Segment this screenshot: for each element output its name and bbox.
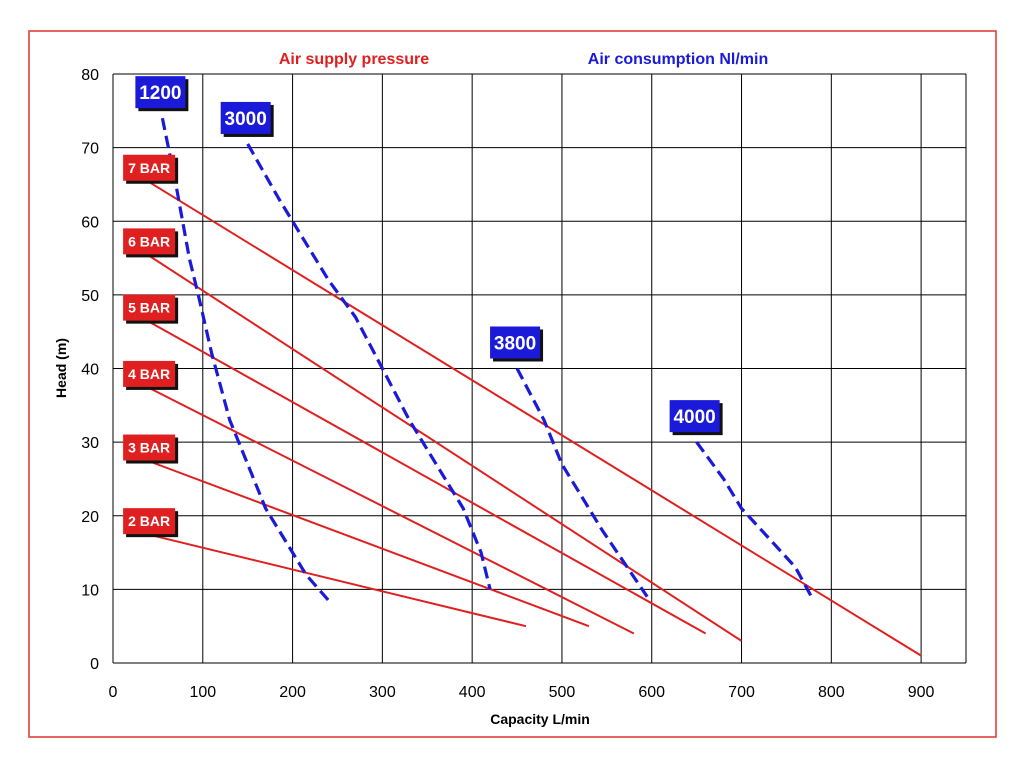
legend-air-supply-pressure: Air supply pressure — [279, 51, 429, 68]
pressure-tag-label: 5 BAR — [128, 300, 170, 316]
consumption-line-3000 — [246, 143, 492, 590]
x-tick-label: 300 — [369, 684, 396, 701]
y-tick-label: 60 — [81, 214, 99, 231]
chart-frame — [28, 30, 997, 738]
pressure-tag-label: 4 BAR — [128, 366, 170, 382]
x-tick-label: 500 — [549, 684, 576, 701]
x-tick-label: 900 — [908, 684, 935, 701]
pressure-line-3-bar — [146, 459, 590, 628]
pressure-tag-7-bar — [123, 154, 176, 181]
consumption-tag-label: 3800 — [494, 334, 536, 355]
x-tick-label: 400 — [459, 684, 486, 701]
consumption-tag-label: 1200 — [139, 83, 181, 104]
pressure-line-6-bar — [146, 253, 743, 642]
x-tick-label: 200 — [279, 684, 306, 701]
pressure-tag-label: 6 BAR — [128, 233, 170, 249]
pressure-tag-2-bar — [123, 508, 176, 535]
pressure-line-4-bar — [146, 386, 635, 635]
x-tick-label: 0 — [109, 684, 118, 701]
consumption-tag-3000 — [220, 101, 271, 134]
x-tick-label: 600 — [638, 684, 665, 701]
y-axis-title: Head (m) — [53, 338, 69, 398]
x-tick-label: 100 — [189, 684, 216, 701]
consumption-tag-1200 — [135, 76, 186, 109]
pressure-tag-label: 7 BAR — [128, 160, 170, 176]
pressure-line-2-bar — [146, 533, 527, 628]
y-tick-label: 20 — [81, 509, 99, 526]
x-tick-label: 700 — [728, 684, 755, 701]
pressure-lines — [146, 179, 922, 657]
series-tags: 2 BAR 3 BAR 4 BAR 5 BAR 6 BAR 7 BAR 1200 3000 38… — [123, 76, 723, 538]
pressure-line-5-bar — [146, 319, 707, 635]
consumption-tag-3800 — [490, 326, 541, 359]
grid — [112, 73, 967, 664]
consumption-tag-label: 4000 — [673, 407, 715, 428]
pressure-tag-3-bar — [123, 434, 176, 461]
pressure-tag-label: 2 BAR — [128, 513, 170, 529]
consumption-line-3800 — [515, 367, 649, 598]
consumption-line-1200 — [160, 117, 330, 602]
pressure-tag-label: 3 BAR — [128, 440, 170, 456]
y-tick-label: 30 — [81, 435, 99, 452]
consumption-line-4000 — [695, 441, 815, 602]
y-tick-label: 10 — [81, 582, 99, 599]
pressure-tag-4-bar — [123, 360, 176, 387]
tick-labels: 0 100 200 300 400 500 600 700 800 900 0 10 20 30 40 50 6… — [81, 67, 934, 701]
pressure-tag-5-bar — [123, 294, 176, 321]
pressure-tag-6-bar — [123, 228, 176, 255]
y-tick-label: 40 — [81, 362, 99, 379]
consumption-tag-label: 3000 — [225, 109, 267, 130]
y-tick-label: 70 — [81, 141, 99, 158]
y-tick-label: 0 — [90, 656, 99, 673]
y-tick-label: 50 — [81, 288, 99, 305]
y-tick-label: 80 — [81, 67, 99, 84]
legend-air-consumption: Air consumption Nl/min — [588, 51, 768, 68]
x-tick-label: 800 — [818, 684, 845, 701]
consumption-lines — [160, 117, 815, 602]
x-axis-title: Capacity L/min — [490, 711, 590, 727]
pressure-line-7-bar — [146, 179, 922, 657]
consumption-tag-4000 — [669, 400, 720, 433]
